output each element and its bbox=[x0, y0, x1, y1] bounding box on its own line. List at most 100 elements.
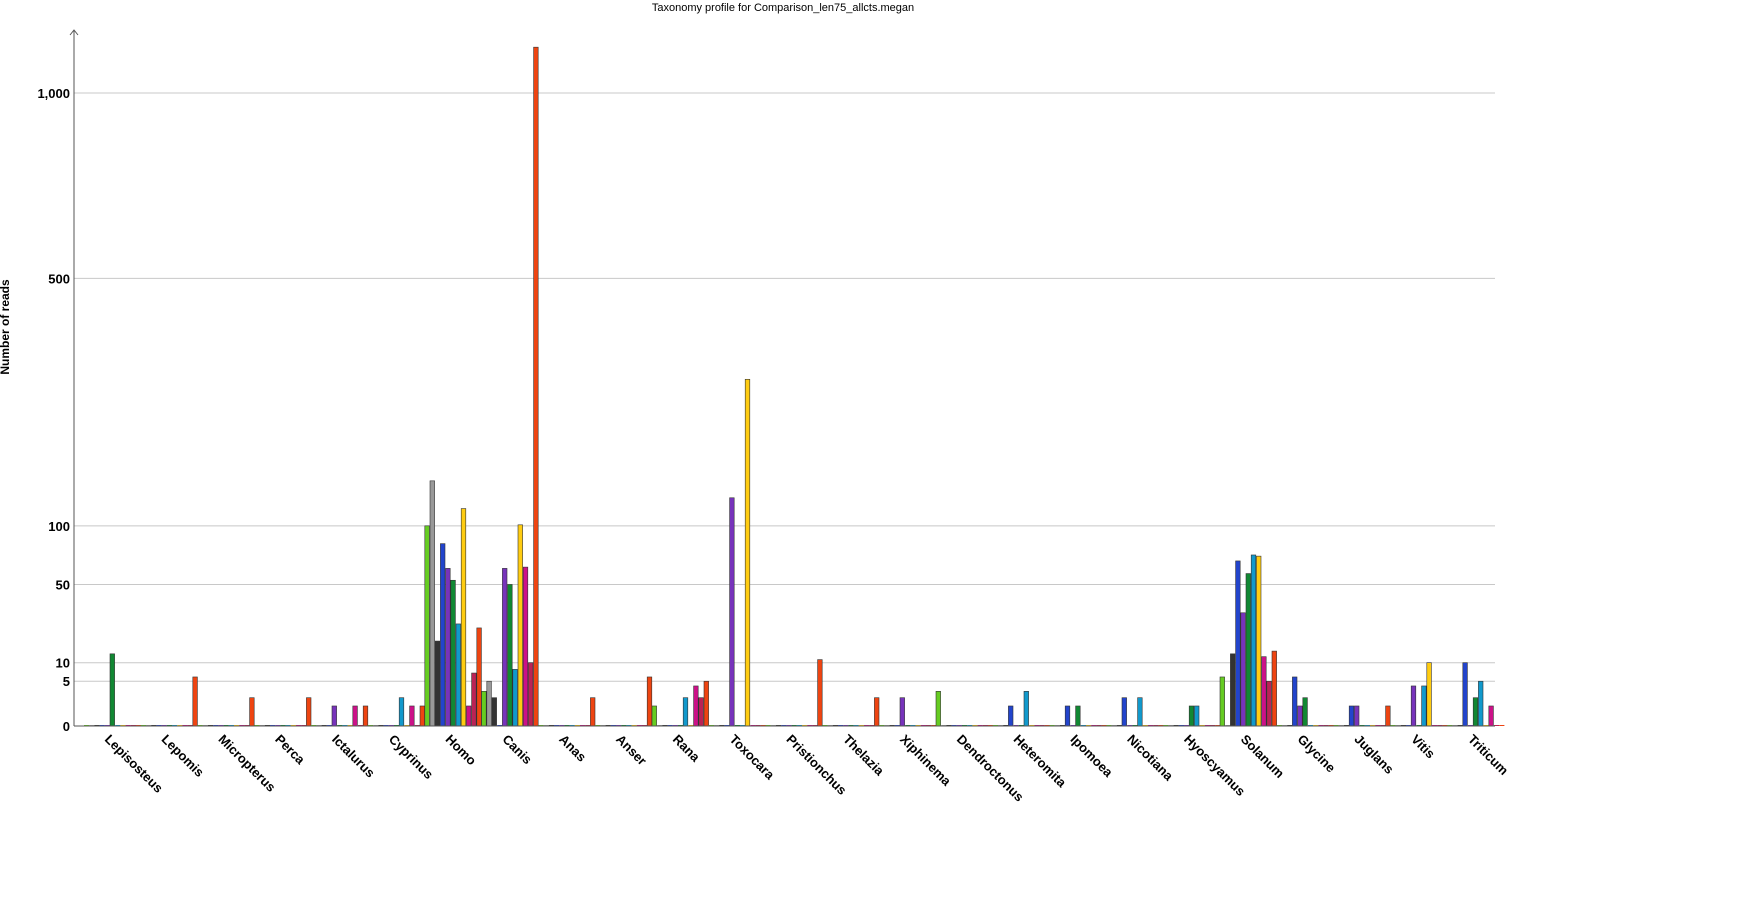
bar bbox=[424, 525, 430, 727]
bar bbox=[729, 497, 735, 727]
bar bbox=[1472, 697, 1479, 727]
bar bbox=[1235, 560, 1241, 727]
bar bbox=[1385, 705, 1391, 727]
bar bbox=[450, 579, 456, 727]
bar bbox=[471, 672, 477, 727]
x-tick-label: Thelazia bbox=[840, 732, 887, 779]
bar bbox=[445, 568, 451, 727]
bar bbox=[419, 705, 425, 727]
x-tick-label: Xiphinema bbox=[897, 732, 955, 790]
bar bbox=[1297, 705, 1303, 727]
bar bbox=[1188, 705, 1195, 727]
y-tick-label: 100 bbox=[48, 519, 70, 534]
bar bbox=[1008, 705, 1014, 727]
bar bbox=[1023, 691, 1029, 727]
bar bbox=[109, 653, 115, 727]
bar bbox=[1064, 705, 1071, 727]
bar bbox=[1075, 705, 1081, 727]
x-tick-label: Heteromita bbox=[1011, 732, 1070, 791]
x-tick-label: Anser bbox=[613, 732, 650, 769]
bar bbox=[682, 697, 689, 727]
bar bbox=[1302, 697, 1308, 727]
y-axis-label: Number of reads bbox=[0, 279, 12, 375]
bar bbox=[1462, 662, 1468, 727]
bar bbox=[935, 691, 941, 727]
x-tick-label: Triticum bbox=[1465, 732, 1511, 778]
bar bbox=[1292, 676, 1298, 727]
bar bbox=[192, 676, 198, 727]
bar bbox=[698, 697, 704, 727]
bar bbox=[331, 705, 337, 727]
bar bbox=[1230, 653, 1236, 727]
bar bbox=[486, 680, 492, 727]
x-tick-label: Perca bbox=[272, 732, 308, 768]
bar bbox=[491, 697, 497, 727]
bar bbox=[455, 623, 461, 727]
bar bbox=[460, 508, 467, 727]
x-tick-label: Micropterus bbox=[215, 732, 278, 795]
bar bbox=[703, 680, 709, 727]
bar bbox=[1266, 680, 1272, 727]
x-tick-label: Ictalurus bbox=[329, 732, 378, 781]
x-tick-label: Anas bbox=[556, 732, 589, 765]
bar bbox=[1137, 697, 1143, 727]
x-tick-label: Juglans bbox=[1351, 732, 1396, 777]
bar bbox=[409, 705, 415, 727]
x-tick-label: Cyprinus bbox=[386, 732, 436, 782]
x-tick-label: Lepomis bbox=[159, 732, 207, 780]
bar bbox=[512, 669, 518, 727]
bar bbox=[1256, 555, 1262, 727]
bar bbox=[899, 697, 905, 727]
bar bbox=[817, 659, 823, 727]
bar bbox=[744, 378, 751, 727]
y-tick-label: 1,000 bbox=[37, 86, 70, 101]
bar bbox=[693, 685, 699, 727]
axes bbox=[69, 29, 1495, 727]
x-tick-label: Vitis bbox=[1408, 732, 1438, 762]
bar bbox=[1245, 573, 1251, 727]
bar bbox=[249, 697, 255, 727]
x-tick-label: Nicotiana bbox=[1124, 732, 1177, 785]
chart-title: Taxonomy profile for Comparison_len75_al… bbox=[652, 2, 914, 14]
bar bbox=[440, 543, 446, 727]
bar bbox=[429, 480, 435, 727]
bar bbox=[1271, 650, 1277, 727]
bar bbox=[476, 627, 482, 727]
bar bbox=[1194, 705, 1200, 727]
y-axis-arrow bbox=[69, 29, 79, 36]
bar bbox=[507, 584, 513, 727]
bar bbox=[398, 697, 405, 727]
bar bbox=[1410, 685, 1417, 727]
y-tick-label: 50 bbox=[56, 577, 70, 592]
y-tick-label: 500 bbox=[48, 271, 70, 286]
bars bbox=[84, 46, 1505, 727]
bar bbox=[352, 705, 358, 727]
grid-lines bbox=[74, 92, 1495, 682]
bar bbox=[1121, 697, 1127, 727]
y-tick-label: 5 bbox=[63, 674, 70, 689]
bar bbox=[590, 697, 596, 727]
x-tick-label: Lepisosteus bbox=[102, 732, 166, 796]
bar bbox=[1488, 705, 1494, 727]
y-tick-label: 0 bbox=[63, 719, 70, 734]
x-tick-label: Ipomoea bbox=[1067, 732, 1116, 781]
bar bbox=[466, 705, 472, 727]
bar bbox=[528, 662, 534, 727]
y-axis-ticks: 0 5 10 50 100 500 1,000 bbox=[37, 86, 70, 734]
x-tick-label: Solanum bbox=[1238, 732, 1287, 781]
bar bbox=[1240, 612, 1246, 727]
bar bbox=[533, 46, 539, 727]
x-tick-label: Homo bbox=[443, 732, 480, 769]
bar bbox=[1478, 680, 1484, 727]
bar bbox=[1421, 685, 1427, 727]
bar bbox=[1250, 554, 1257, 727]
bar bbox=[1348, 705, 1355, 727]
x-tick-label: Glycine bbox=[1295, 732, 1339, 776]
bar bbox=[651, 705, 657, 727]
bar bbox=[306, 697, 312, 727]
bar bbox=[522, 566, 529, 727]
y-tick-label: 10 bbox=[56, 656, 70, 671]
bar bbox=[1219, 676, 1225, 727]
